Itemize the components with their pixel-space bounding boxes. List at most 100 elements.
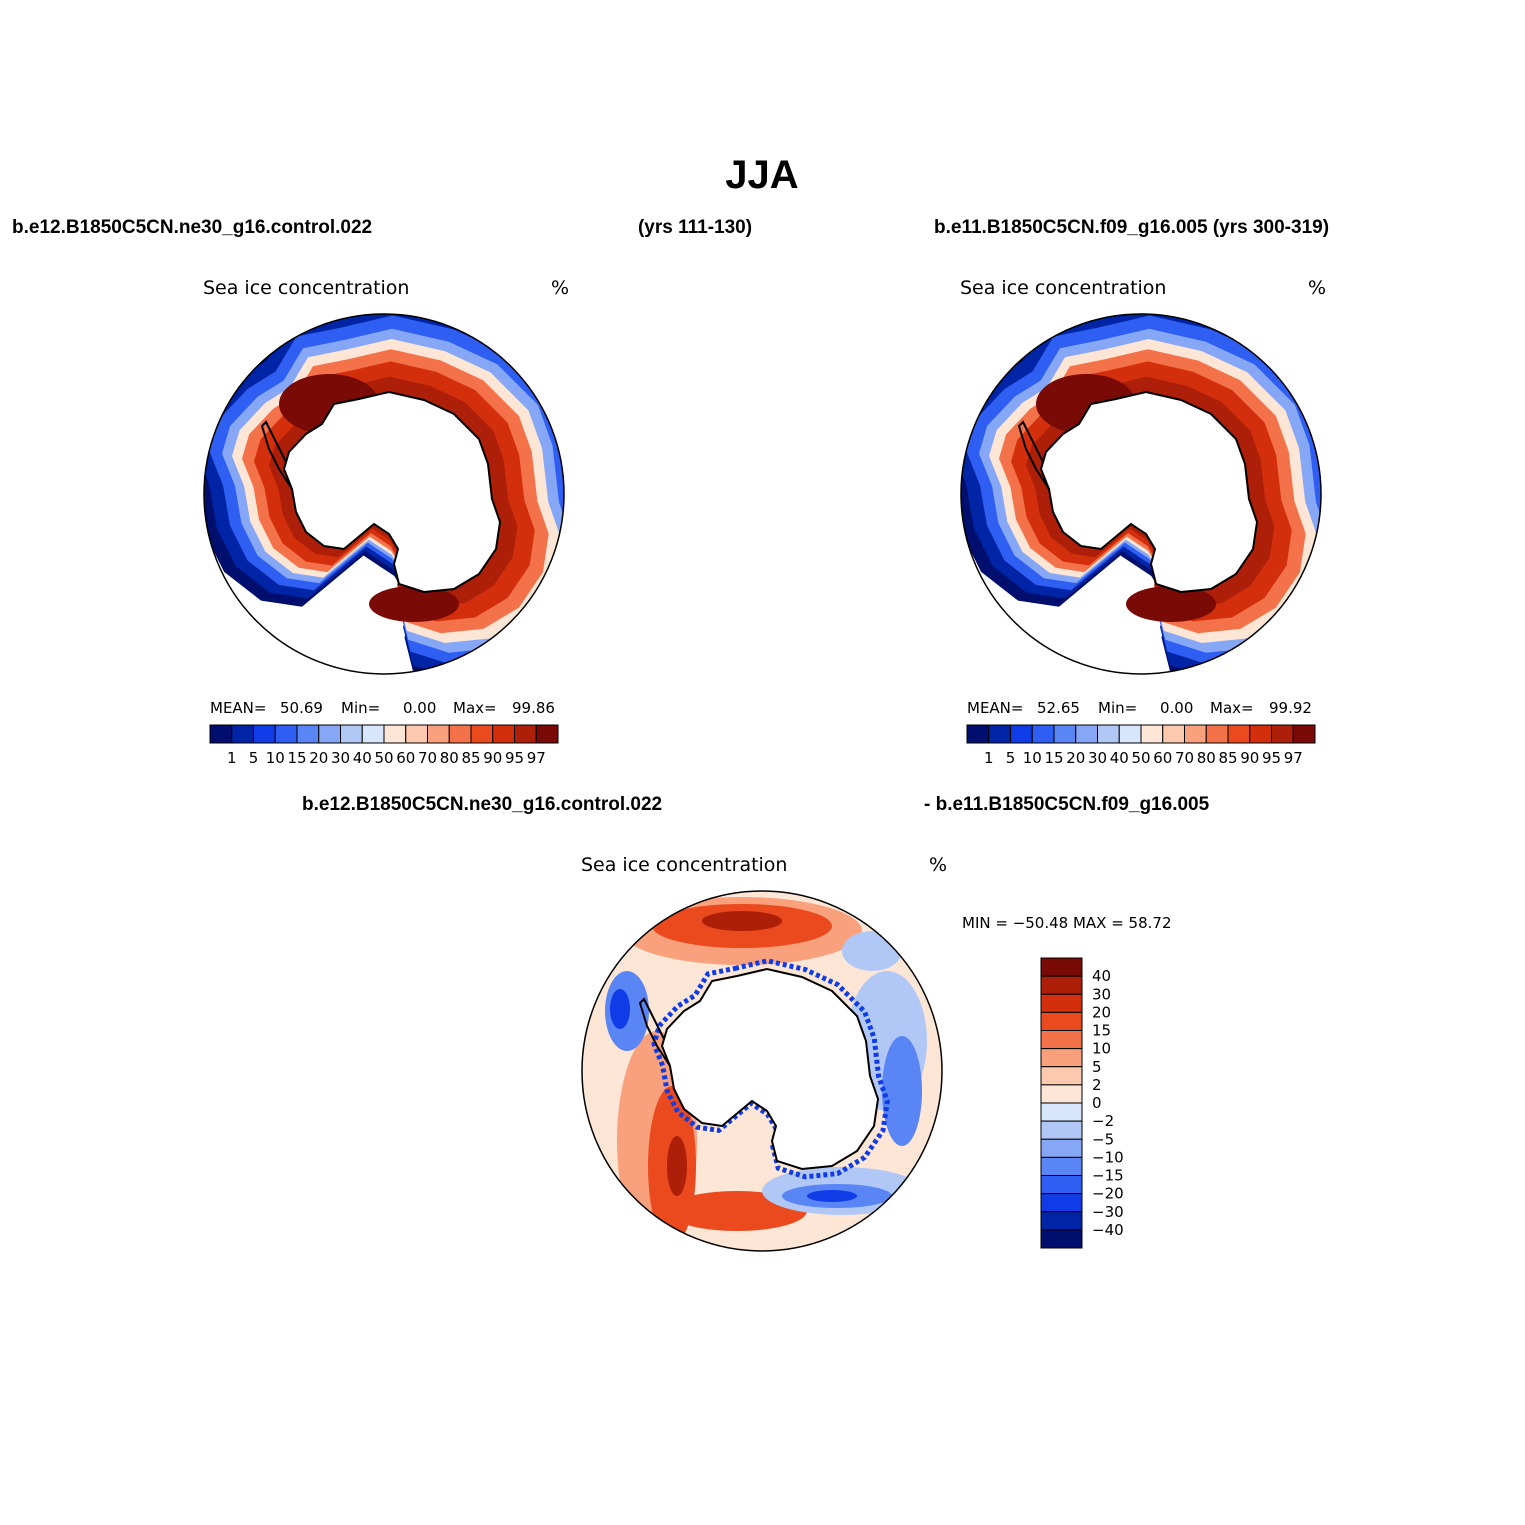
colorbar-box xyxy=(1118,724,1142,744)
colorbar-box xyxy=(296,724,320,744)
panel-1-colorbar: 1 5 10 15 20 30 40 50 60 70 80 85 90 95 97 xyxy=(209,724,559,767)
diff-coastal-anomaly xyxy=(651,958,890,1180)
panel-1-stats: MEAN= 50.69 Min= 0.00 Max= 99.86 xyxy=(210,699,555,717)
colorbar-label: 2 xyxy=(1092,1076,1102,1094)
colorbar-label: 10 xyxy=(266,749,285,767)
colorbar-box xyxy=(1040,1030,1083,1050)
colorbar-box xyxy=(1075,724,1098,744)
panel-1-mean-label: MEAN= xyxy=(210,699,266,717)
colorbar-label: 40 xyxy=(353,749,372,767)
colorbar-box xyxy=(383,724,407,744)
panel-1-max-value: 99.86 xyxy=(512,699,555,717)
colorbar-box xyxy=(427,724,450,744)
bottom-header-left: b.e12.B1850C5CN.ne30_g16.control.022 xyxy=(302,794,662,815)
colorbar-box xyxy=(1040,1120,1083,1140)
panel-2-polar-map xyxy=(960,313,1322,675)
colorbar-box xyxy=(274,724,298,744)
colorbar-box xyxy=(1227,724,1251,744)
colorbar-label: 5 xyxy=(249,749,259,767)
colorbar-label: 95 xyxy=(1262,749,1281,767)
colorbar-box xyxy=(966,724,990,744)
colorbar-box xyxy=(405,724,428,744)
panel-2-units: % xyxy=(1308,277,1326,299)
panel-2-max-value: 99.92 xyxy=(1269,699,1312,717)
antarctica-coastline xyxy=(1039,390,1259,594)
antarctic-peninsula xyxy=(1017,420,1050,490)
colorbar-label: 70 xyxy=(418,749,437,767)
diff-anomaly-region xyxy=(610,989,630,1029)
colorbar-label: 60 xyxy=(396,749,415,767)
panel-1-min-label: Min= xyxy=(341,699,380,717)
diff-anomaly-region xyxy=(702,911,782,931)
colorbar-label: 80 xyxy=(440,749,459,767)
colorbar-box xyxy=(1040,975,1083,995)
panel-1-max-label: Max= xyxy=(453,699,497,717)
colorbar-label: −5 xyxy=(1092,1130,1114,1148)
colorbar-box xyxy=(535,724,559,744)
colorbar-label: −20 xyxy=(1092,1185,1124,1203)
colorbar-box xyxy=(1040,1138,1083,1158)
colorbar-label: −30 xyxy=(1092,1203,1124,1221)
colorbar-box xyxy=(1040,1229,1083,1249)
colorbar-box xyxy=(514,724,537,744)
colorbar-label: 1 xyxy=(984,749,994,767)
colorbar-box xyxy=(1097,724,1120,744)
colorbar-box xyxy=(253,724,276,744)
colorbar-box xyxy=(1040,1066,1083,1086)
colorbar-label: 30 xyxy=(1088,749,1107,767)
colorbar-box xyxy=(318,724,341,744)
antarctic-peninsula xyxy=(638,997,671,1067)
panel-1: Sea ice concentration % MEAN= 50.69 Min=… xyxy=(203,277,569,767)
colorbar-box xyxy=(1040,1211,1083,1231)
colorbar-label: 97 xyxy=(527,749,546,767)
colorbar-box xyxy=(1205,724,1229,744)
diff-anomaly-region xyxy=(667,1136,687,1196)
colorbar-label: 10 xyxy=(1023,749,1042,767)
colorbar-box xyxy=(1040,1175,1083,1195)
colorbar-label: −40 xyxy=(1092,1221,1124,1239)
colorbar-box xyxy=(1162,724,1185,744)
colorbar-label: 90 xyxy=(483,749,502,767)
panel-1-mean-value: 50.69 xyxy=(280,699,323,717)
colorbar-label: 1 xyxy=(227,749,237,767)
colorbar-label: 30 xyxy=(331,749,350,767)
panel-1-variable: Sea ice concentration xyxy=(203,277,409,299)
colorbar-box xyxy=(1040,993,1083,1013)
antarctica-coastline xyxy=(660,967,880,1171)
colorbar-box xyxy=(448,724,472,744)
colorbar-label: 50 xyxy=(374,749,393,767)
colorbar-label: 90 xyxy=(1240,749,1259,767)
colorbar-box xyxy=(1040,957,1083,977)
colorbar-label: 20 xyxy=(1066,749,1085,767)
diff-panel-variable: Sea ice concentration xyxy=(581,854,787,876)
panel-1-polar-map xyxy=(203,313,565,675)
colorbar-box xyxy=(1040,1048,1083,1068)
panel-2-colorbar: 1 5 10 15 20 30 40 50 60 70 80 85 90 95 97 xyxy=(966,724,1316,767)
colorbar-label: 85 xyxy=(1218,749,1237,767)
diff-anomaly-region xyxy=(882,1036,922,1146)
figure-title: JJA xyxy=(725,153,798,197)
colorbar-label: 95 xyxy=(505,749,524,767)
panel-1-min-value: 0.00 xyxy=(403,699,436,717)
colorbar-box xyxy=(1184,724,1207,744)
colorbar-label: 20 xyxy=(309,749,328,767)
colorbar-box xyxy=(1292,724,1316,744)
colorbar-label: 15 xyxy=(1044,749,1063,767)
panel-2-variable: Sea ice concentration xyxy=(960,277,1166,299)
colorbar-box xyxy=(1140,724,1164,744)
colorbar-label: −15 xyxy=(1092,1167,1124,1185)
top-left-header: b.e12.B1850C5CN.ne30_g16.control.022 xyxy=(12,217,372,238)
panel-2-min-label: Min= xyxy=(1098,699,1137,717)
colorbar-label: 0 xyxy=(1092,1094,1102,1112)
colorbar-label: −2 xyxy=(1092,1112,1114,1130)
colorbar-label: 15 xyxy=(1092,1022,1111,1040)
colorbar-label: 15 xyxy=(287,749,306,767)
colorbar-box xyxy=(1271,724,1294,744)
colorbar-label: 5 xyxy=(1006,749,1016,767)
colorbar-box xyxy=(1040,1084,1083,1104)
colorbar-box xyxy=(492,724,515,744)
colorbar-label: 85 xyxy=(461,749,480,767)
bottom-header-right: - b.e11.B1850C5CN.f09_g16.005 xyxy=(924,794,1210,815)
map-boundary xyxy=(960,313,1322,675)
antarctica-coastline xyxy=(282,390,502,594)
